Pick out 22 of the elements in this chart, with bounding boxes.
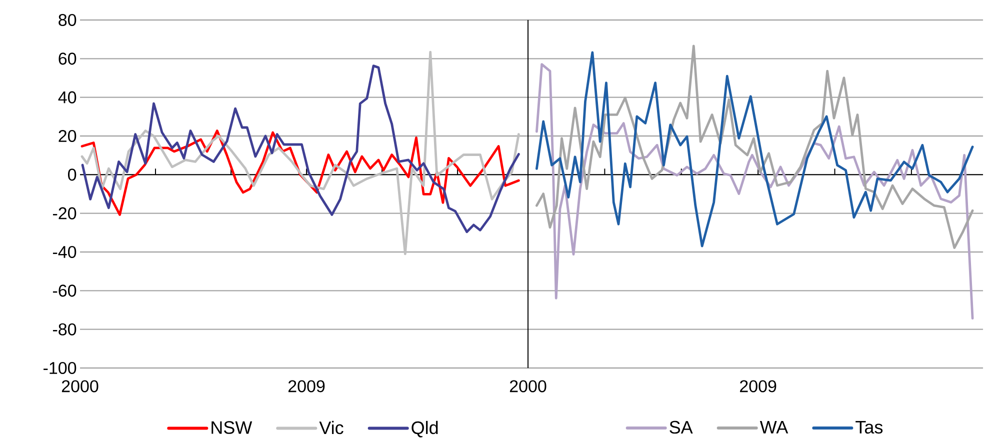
- y-tick-label: 0: [68, 168, 76, 181]
- legend-label: SA: [670, 420, 693, 434]
- y-tick-label: -100: [44, 362, 76, 374]
- legend-label: Qld: [412, 420, 438, 438]
- x-tick-label: 2009: [288, 380, 325, 392]
- y-tick-label: -20: [52, 207, 76, 220]
- y-tick-label: 60: [58, 52, 76, 65]
- y-tick-label: -80: [52, 323, 76, 336]
- y-tick-label: 20: [58, 130, 76, 142]
- legend-label: Vic: [319, 420, 344, 434]
- x-tick-label: 2000: [62, 380, 98, 392]
- legend-label: NSW: [212, 421, 252, 434]
- line-series: [80, 50, 520, 256]
- legend-label: Tas: [856, 421, 883, 434]
- y-tick-label: -60: [52, 284, 76, 297]
- legend-label: WA: [760, 421, 788, 434]
- y-tick-label: 80: [58, 14, 76, 26]
- y-tick-label: -40: [52, 246, 76, 258]
- x-tick-label: 2009: [740, 380, 776, 392]
- x-tick-label: 2000: [510, 380, 546, 392]
- line-series: [80, 130, 520, 216]
- y-tick-label: 40: [58, 91, 76, 104]
